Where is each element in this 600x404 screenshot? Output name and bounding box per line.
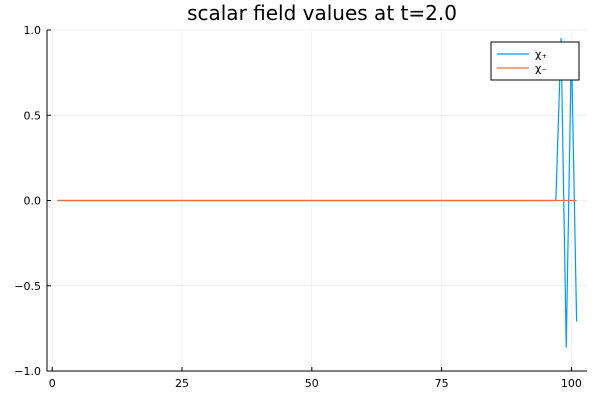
x-tick-label: 0 <box>49 377 56 390</box>
legend-label: χ₊ <box>535 48 547 61</box>
x-tick-label: 100 <box>561 377 582 390</box>
legend-label: χ₋ <box>535 62 547 75</box>
y-tick-label: 0.0 <box>24 195 42 208</box>
y-tick-label: −1.0 <box>14 365 41 378</box>
legend-box <box>490 41 580 81</box>
y-tick-label: 0.5 <box>24 109 42 122</box>
y-tick-label: −0.5 <box>14 280 41 293</box>
y-tick-label: 1.0 <box>24 24 42 37</box>
series-line-chi-plus <box>57 37 578 348</box>
x-tick-label: 25 <box>175 377 189 390</box>
x-tick-label: 75 <box>435 377 449 390</box>
chart-title: scalar field values at t=2.0 <box>187 1 457 25</box>
x-tick-label: 50 <box>305 377 319 390</box>
